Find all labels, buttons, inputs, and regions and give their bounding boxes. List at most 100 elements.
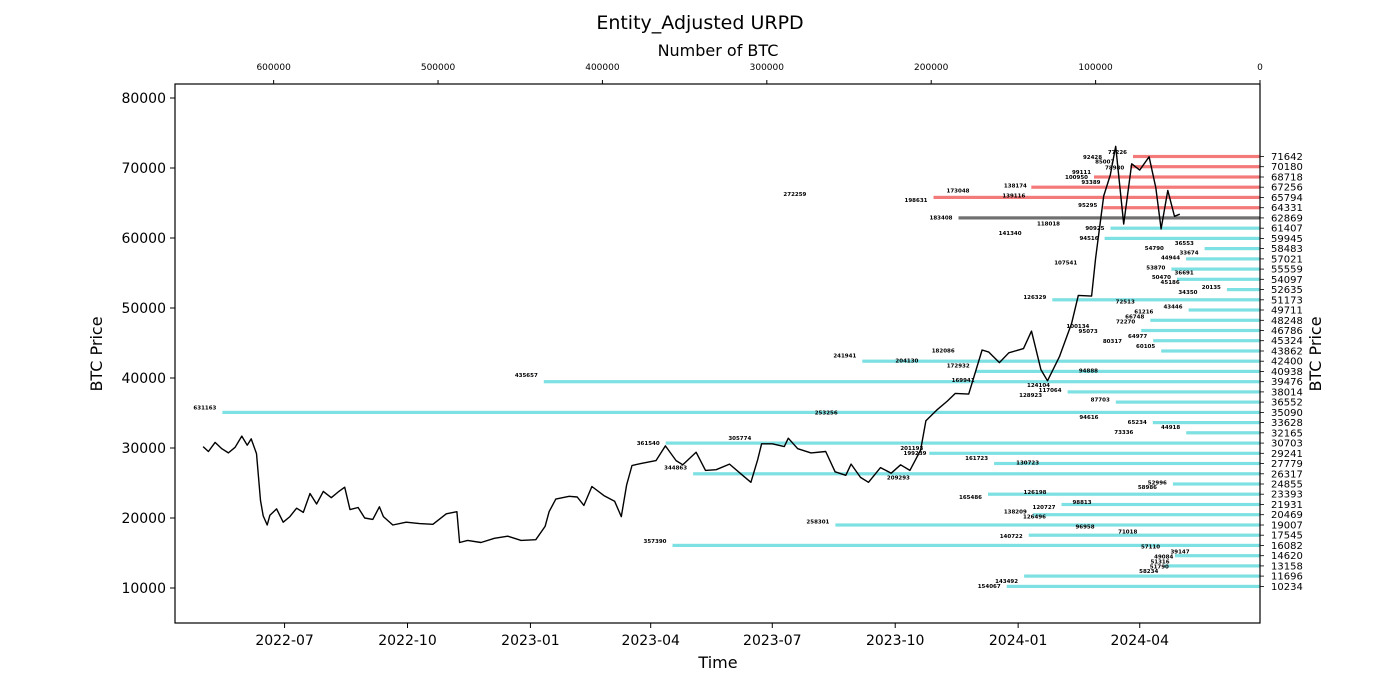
bar-value-label: 94616 xyxy=(1079,415,1098,421)
plot-area: 1023411696131581462016082175451900720469… xyxy=(121,63,1302,649)
bar-value-label: 72270 xyxy=(1116,319,1135,325)
bar-value-label: 107541 xyxy=(1054,261,1077,267)
urpd-bar xyxy=(975,369,1260,373)
y-axis-tick-label: 20000 xyxy=(121,511,166,527)
bar-value-label: 58986 xyxy=(1138,485,1157,491)
bar-value-label: 154067 xyxy=(978,584,1001,590)
right-axis-tick-label: 33628 xyxy=(1271,418,1303,429)
urpd-bar xyxy=(1031,185,1260,189)
y-axis-tick-label: 60000 xyxy=(121,231,166,247)
right-axis-tick-label: 20469 xyxy=(1271,510,1303,521)
x-axis-tick-label: 2023-04 xyxy=(621,633,680,649)
bar-value-label: 95073 xyxy=(1079,329,1098,335)
bar-value-label: 64977 xyxy=(1128,334,1147,340)
bar-value-label: 198631 xyxy=(905,198,928,204)
right-axis-tick-label: 11696 xyxy=(1271,572,1303,583)
bar-value-label: 199239 xyxy=(904,451,927,457)
y-axis-tick-label: 30000 xyxy=(121,441,166,457)
bar-value-label: 51790 xyxy=(1150,564,1169,570)
right-axis-tick-label: 58483 xyxy=(1271,244,1303,255)
top-axis-label: Number of BTC xyxy=(658,41,779,60)
x-axis-tick-label: 2023-10 xyxy=(866,633,925,649)
bar-value-label: 165486 xyxy=(959,495,982,501)
right-axis-tick-label: 67256 xyxy=(1271,183,1303,194)
urpd-bar xyxy=(1130,165,1260,169)
right-axis-tick-label: 52635 xyxy=(1271,285,1303,296)
bar-value-label: 85007 xyxy=(1095,160,1114,166)
urpd-bar xyxy=(958,216,1260,220)
urpd-bar xyxy=(1171,267,1260,271)
bar-value-label: 61216 xyxy=(1134,310,1153,316)
urpd-bar xyxy=(1141,328,1260,333)
bar-value-label: 92428 xyxy=(1083,155,1102,161)
urpd-bar xyxy=(1164,564,1260,568)
bar-value-label: 73336 xyxy=(1114,430,1133,436)
bar-value-label: 53870 xyxy=(1146,265,1165,271)
top-axis-tick-label: 600000 xyxy=(256,63,291,73)
bar-value-label: 169941 xyxy=(952,378,975,384)
bar-value-label: 128923 xyxy=(1019,393,1042,399)
bar-value-label: 435657 xyxy=(515,373,538,379)
bar-value-label: 77226 xyxy=(1108,150,1127,156)
right-axis-tick-label: 16082 xyxy=(1271,541,1303,552)
bar-value-label: 305774 xyxy=(728,436,751,442)
bar-value-label: 344863 xyxy=(664,466,687,472)
bar-value-label: 209293 xyxy=(887,475,910,481)
bar-value-label: 204130 xyxy=(895,359,918,365)
top-axis-tick-label: 200000 xyxy=(914,63,949,73)
right-axis-tick-label: 23393 xyxy=(1271,490,1303,501)
x-axis-tick-label: 2024-01 xyxy=(989,633,1048,649)
x-axis-tick-label: 2022-07 xyxy=(255,633,314,649)
right-axis-tick-label: 39476 xyxy=(1271,377,1303,388)
bar-value-label: 65234 xyxy=(1128,420,1147,426)
bar-value-label: 96958 xyxy=(1075,524,1094,530)
urpd-bar xyxy=(988,492,1260,496)
urpd-bar xyxy=(1186,431,1260,435)
right-axis-tick-label: 45324 xyxy=(1271,336,1303,347)
x-axis-tick-label: 2024-04 xyxy=(1110,633,1169,649)
right-axis-tick-label: 68718 xyxy=(1271,173,1303,184)
bar-value-label: 272259 xyxy=(783,192,806,198)
urpd-bar xyxy=(933,195,1260,199)
urpd-bar xyxy=(1115,400,1260,404)
bar-value-label: 58234 xyxy=(1139,569,1158,575)
top-axis-tick-label: 300000 xyxy=(750,63,785,73)
bar-value-label: 20135 xyxy=(1202,285,1221,291)
bar-value-label: 36691 xyxy=(1175,270,1194,276)
urpd-bar xyxy=(1188,308,1260,312)
bar-value-label: 182086 xyxy=(932,349,955,355)
right-axis-tick-label: 10234 xyxy=(1271,582,1303,593)
x-axis-tick-label: 2022-10 xyxy=(378,633,437,649)
bar-value-label: 66748 xyxy=(1125,314,1144,320)
y-axis-tick-label: 50000 xyxy=(121,301,166,317)
x-axis-tick-label: 2023-07 xyxy=(743,633,802,649)
bar-value-label: 130723 xyxy=(1016,461,1039,467)
urpd-bar xyxy=(1052,298,1260,302)
bar-value-label: 60105 xyxy=(1136,344,1155,350)
bar-value-label: 43446 xyxy=(1163,305,1182,311)
bar-value-label: 361540 xyxy=(637,441,660,447)
bar-value-label: 253256 xyxy=(815,410,838,416)
bar-value-label: 94516 xyxy=(1079,236,1098,242)
bar-value-label: 34350 xyxy=(1178,290,1197,296)
urpd-bar xyxy=(862,359,1260,363)
y-axis-tick-label: 70000 xyxy=(121,161,166,177)
bar-value-label: 57110 xyxy=(1141,545,1160,551)
right-axis-tick-label: 42400 xyxy=(1271,357,1303,368)
urpd-bar xyxy=(835,523,1260,527)
right-axis-tick-label: 29241 xyxy=(1271,449,1303,460)
right-axis-tick-label: 26317 xyxy=(1271,469,1303,480)
right-axis-tick-label: 32165 xyxy=(1271,428,1303,439)
right-axis-tick-label: 61407 xyxy=(1271,224,1303,235)
right-axis-tick-label: 59945 xyxy=(1271,234,1303,245)
right-axis-tick-label: 17545 xyxy=(1271,531,1303,542)
bar-value-label: 183408 xyxy=(930,216,953,222)
right-axis-tick-label: 35090 xyxy=(1271,408,1303,419)
right-axis-tick-label: 24855 xyxy=(1271,480,1303,491)
bar-value-label: 172932 xyxy=(947,363,970,369)
bar-value-label: 241941 xyxy=(833,354,856,360)
bar-value-label: 126198 xyxy=(1024,490,1047,496)
plot-frame xyxy=(174,83,1261,624)
top-axis-tick-label: 0 xyxy=(1257,63,1263,73)
